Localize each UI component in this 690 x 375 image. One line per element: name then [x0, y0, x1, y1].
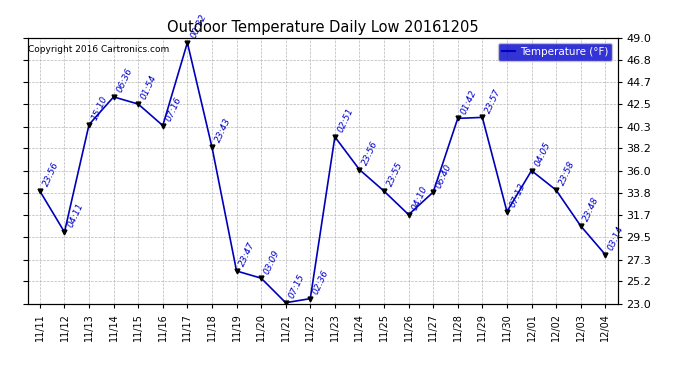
Text: 23:57: 23:57 [484, 87, 503, 115]
Title: Outdoor Temperature Daily Low 20161205: Outdoor Temperature Daily Low 20161205 [167, 20, 478, 35]
Text: 06:36: 06:36 [115, 67, 134, 94]
Text: 07:13: 07:13 [509, 182, 527, 209]
Text: 01:54: 01:54 [139, 74, 159, 101]
Text: 03:14: 03:14 [607, 225, 626, 252]
Text: 04:05: 04:05 [533, 141, 552, 168]
Text: 23:55: 23:55 [386, 161, 404, 188]
Text: 04:11: 04:11 [66, 202, 85, 229]
Text: 23:47: 23:47 [238, 241, 257, 268]
Text: 04:10: 04:10 [410, 184, 429, 212]
Text: 23:56: 23:56 [361, 140, 380, 167]
Text: 01:42: 01:42 [459, 88, 478, 116]
Text: 23:56: 23:56 [41, 161, 61, 188]
Text: 00:32: 00:32 [189, 12, 208, 40]
Text: 03:09: 03:09 [262, 248, 282, 275]
Text: 02:51: 02:51 [336, 106, 355, 134]
Text: 06:40: 06:40 [435, 162, 454, 189]
Text: 02:36: 02:36 [312, 268, 331, 296]
Text: 23:43: 23:43 [213, 117, 233, 144]
Text: Copyright 2016 Cartronics.com: Copyright 2016 Cartronics.com [28, 45, 170, 54]
Text: 23:58: 23:58 [558, 160, 577, 187]
Text: 23:48: 23:48 [582, 196, 601, 223]
Text: 15:10: 15:10 [90, 94, 110, 122]
Text: 07:16: 07:16 [164, 95, 184, 123]
Legend: Temperature (°F): Temperature (°F) [498, 43, 612, 61]
Text: 07:15: 07:15 [287, 273, 306, 300]
